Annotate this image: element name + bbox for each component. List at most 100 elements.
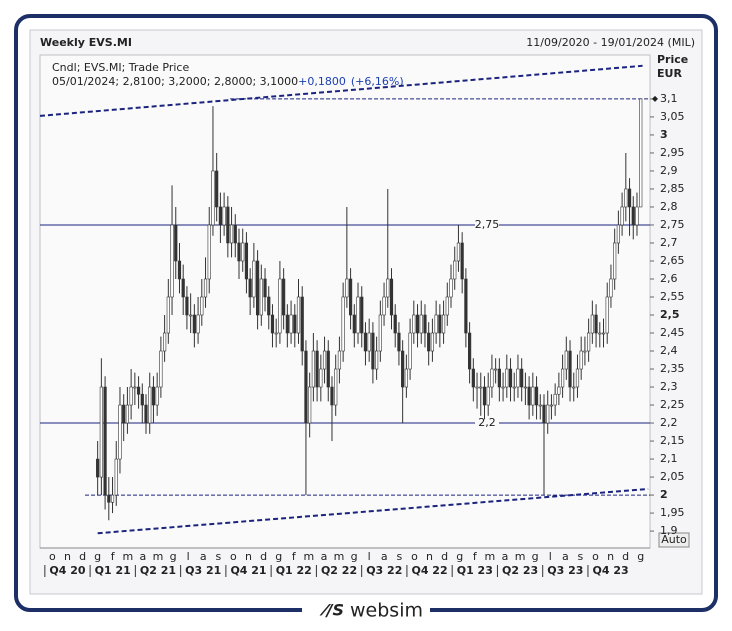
candle-body	[635, 206, 639, 226]
month-label: d	[260, 550, 267, 563]
candle-body	[371, 332, 375, 370]
candle-body	[475, 386, 479, 389]
y-tick-label: 1,9	[660, 524, 678, 537]
candle-body	[382, 296, 386, 316]
candle-body	[583, 350, 587, 353]
candle-body	[601, 332, 606, 335]
logo-backdrop	[302, 600, 430, 622]
candle-body	[293, 314, 297, 334]
candle-body	[527, 386, 531, 406]
candle-body	[181, 278, 185, 298]
candle-body	[334, 368, 338, 406]
y-tick-label: 2,25	[660, 398, 685, 411]
candle-body	[207, 224, 211, 280]
candle-body	[423, 314, 427, 334]
candle-body	[613, 242, 617, 280]
candle-body	[237, 242, 241, 262]
candle-body	[185, 296, 189, 316]
candle-body	[605, 296, 609, 334]
y-tick-label: 2,75	[660, 218, 685, 231]
y-tick-label: 3,05	[660, 110, 685, 123]
month-label: n	[245, 550, 252, 563]
candle-body	[627, 188, 632, 208]
month-label: s	[215, 550, 221, 563]
candle-body	[110, 494, 115, 503]
candle-body	[375, 350, 379, 370]
candle-body	[203, 278, 208, 298]
candle-body	[341, 296, 345, 352]
y-tick-label: 2,1	[660, 452, 678, 465]
month-label: f	[111, 550, 116, 563]
y-tick-label: 3	[660, 128, 668, 141]
candle-body	[553, 393, 557, 406]
y-tick-label: 2,45	[660, 326, 685, 339]
month-label: a	[381, 550, 388, 563]
info-change-pct: (+6,16%)	[351, 75, 404, 88]
candle-body	[572, 386, 576, 389]
candle-body	[520, 368, 524, 388]
month-label: g	[532, 550, 539, 563]
auto-button[interactable]	[658, 532, 690, 548]
month-label: m	[304, 550, 315, 563]
candle-body	[415, 314, 420, 334]
quarter-label: Q1 22	[276, 564, 312, 577]
month-label: l	[368, 550, 371, 563]
candle-body	[148, 386, 152, 424]
logo-mark: ⁄/S	[319, 601, 344, 620]
candle-body	[549, 404, 554, 407]
candle-body	[296, 296, 301, 334]
y-tick-label: 1,95	[660, 506, 685, 519]
candle-body	[278, 278, 282, 334]
candle-body	[241, 242, 245, 262]
candle-body	[494, 368, 498, 371]
quarter-label: Q3 22	[366, 564, 402, 577]
date-range: 11/09/2020 - 19/01/2024 (MIL)	[526, 36, 695, 49]
candle-body	[345, 278, 349, 298]
candle-body	[534, 386, 539, 406]
candle-body	[252, 260, 256, 298]
y-tick-label: 2,2	[660, 416, 678, 429]
candle-body	[479, 386, 483, 389]
y-tick-label: 2,7	[660, 236, 678, 249]
candle-body	[587, 332, 591, 352]
candle-body	[322, 350, 327, 370]
month-label: a	[140, 550, 147, 563]
info-line: Cndl; EVS.MI; Trade Price	[52, 61, 189, 74]
candle-body	[177, 260, 182, 280]
candle-body	[590, 314, 594, 334]
candle-body	[501, 386, 505, 389]
candle-body	[508, 368, 513, 388]
axis-unit: EUR	[657, 67, 682, 80]
auto-button-label[interactable]: Auto	[661, 533, 687, 546]
month-label: m	[334, 550, 345, 563]
candle-body	[516, 368, 520, 388]
candle-body	[594, 314, 598, 334]
candle-body	[352, 314, 356, 334]
level-label: 2,75	[475, 218, 500, 231]
candle-body	[300, 296, 304, 352]
candle-body	[136, 386, 141, 395]
candle-body	[285, 314, 289, 334]
quarter-label: Q2 21	[140, 564, 176, 577]
candle-body	[609, 278, 613, 298]
month-label: m	[153, 550, 164, 563]
y-tick-label: 2,35	[660, 362, 685, 375]
candle-body	[449, 278, 453, 298]
candle-body	[441, 314, 446, 334]
candle-body	[497, 368, 501, 388]
month-label: n	[607, 550, 614, 563]
candle-body	[389, 278, 394, 316]
candle-body	[471, 368, 475, 388]
candle-body	[170, 224, 174, 298]
y-tick-label: 2,6	[660, 272, 678, 285]
quarter-label: Q4 20	[49, 564, 85, 577]
quarter-label: Q2 23	[502, 564, 538, 577]
plot-area	[39, 54, 651, 549]
candle-body	[639, 98, 643, 208]
candle-body	[412, 314, 416, 334]
candle-body	[397, 332, 401, 352]
candle-body	[226, 206, 230, 244]
candle-body	[419, 314, 423, 334]
candle-body	[624, 188, 628, 208]
